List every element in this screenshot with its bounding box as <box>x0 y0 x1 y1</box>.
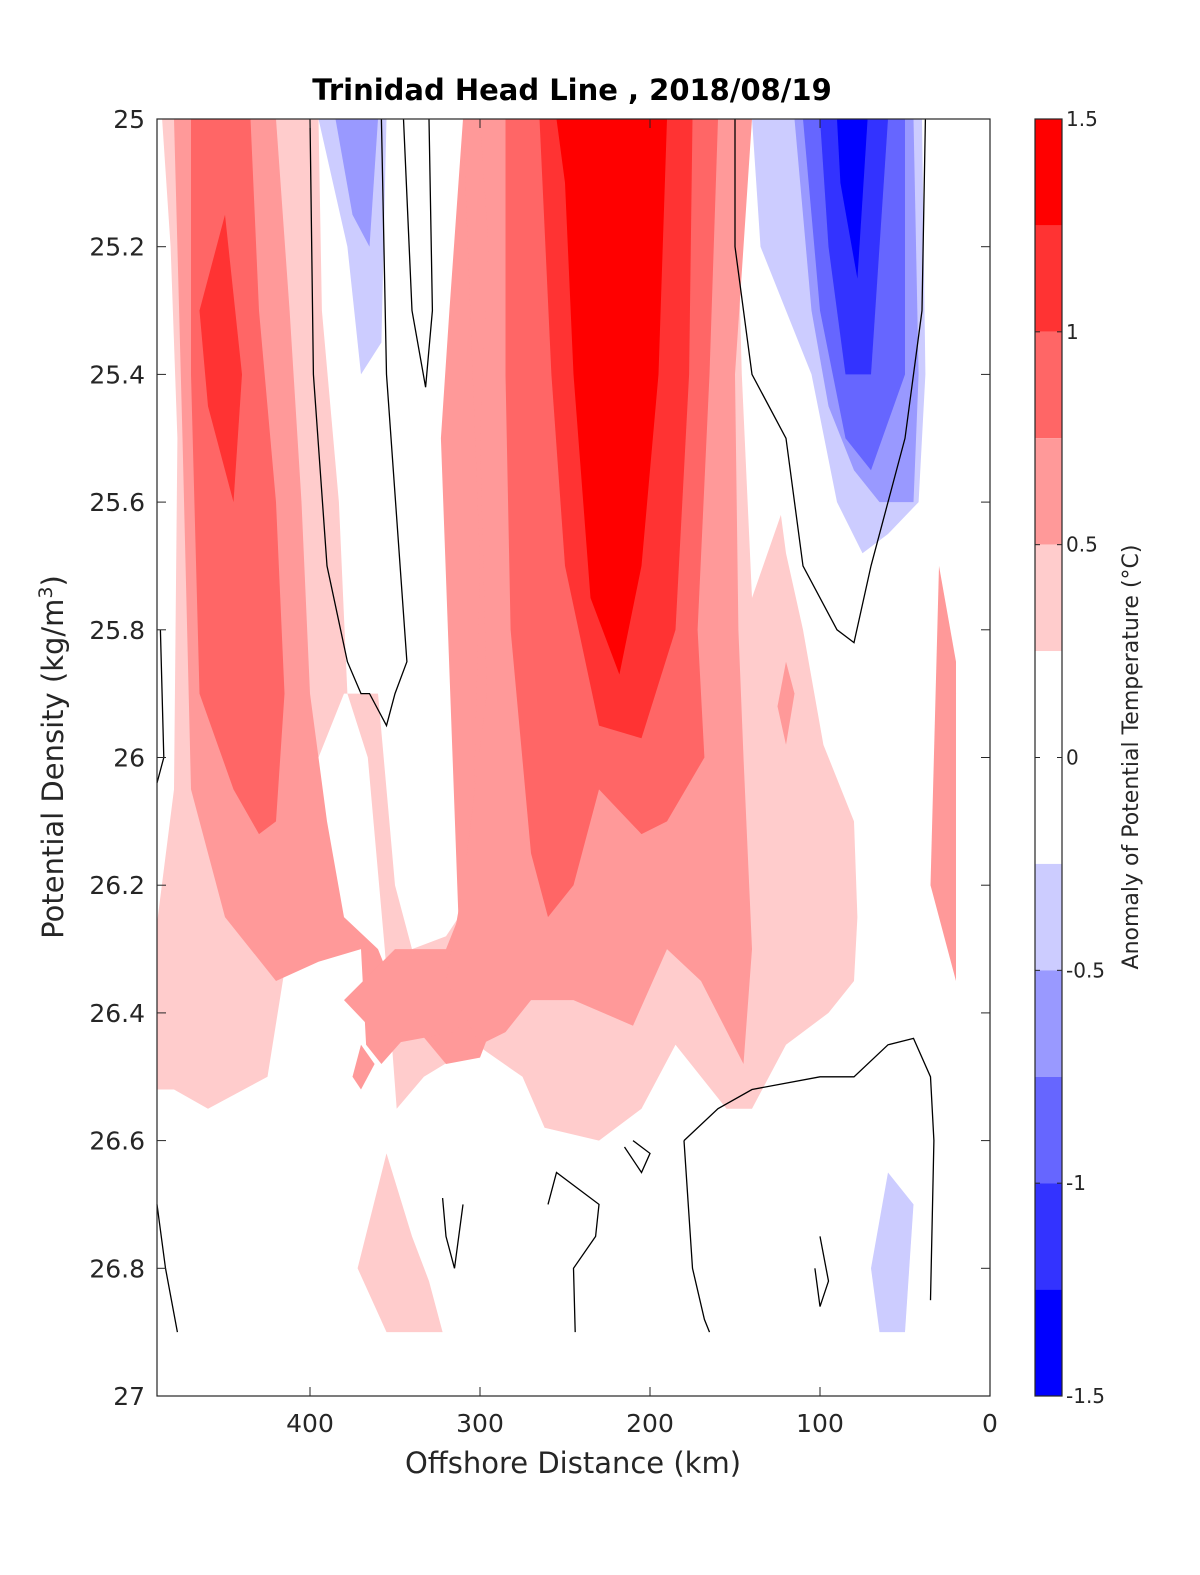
colorbar-level <box>1035 119 1062 226</box>
colorbar: 1.5 1 0.5 0 -0.5 -1 -1.5 Anomaly of Potential … <box>1034 107 1144 1408</box>
colorbar-ticks: 1.5 1 0.5 0 -0.5 -1 -1.5 <box>1035 107 1105 1408</box>
chart-title: Trinidad Head Line , 2018/08/19 <box>312 73 832 107</box>
y-axis-title-superscript: 3 <box>35 586 57 598</box>
x-tick-label: 100 <box>796 1409 844 1438</box>
y-tick-label: 26.6 <box>89 1127 145 1156</box>
contour-line-zero-contour-6 <box>683 1037 935 1301</box>
x-tick-label: 300 <box>456 1409 504 1438</box>
x-axis-ticks: 400 300 200 100 0 <box>286 119 998 1438</box>
contour-line-zero-contour-3 <box>734 118 927 644</box>
colorbar-tick-label: 0 <box>1066 746 1079 770</box>
colorbar-tick-label: 1 <box>1066 320 1079 344</box>
colorbar-level <box>1035 863 1062 971</box>
contour-line-zero-contour-1 <box>309 118 408 728</box>
x-tick-label: 400 <box>286 1409 334 1438</box>
colorbar-level <box>1035 331 1062 439</box>
anomaly-region-warm-1.0-west <box>199 214 242 503</box>
anomaly-regions <box>157 119 956 1333</box>
y-tick-label: 26.8 <box>89 1254 145 1283</box>
y-tick-label: 27 <box>113 1382 145 1411</box>
colorbar-level <box>1035 1076 1062 1184</box>
colorbar-tick-label: 1.5 <box>1066 107 1098 131</box>
zero-contours <box>156 118 935 1333</box>
colorbar-tick-label: -1 <box>1066 1171 1086 1195</box>
plot-area: 400 300 200 100 0 25 25.2 25.4 25.6 25.8 26 26.2 26… <box>89 105 998 1438</box>
y-tick-label: 25.8 <box>89 616 145 645</box>
y-axis-title: Potential Density (kg/m3) <box>35 575 70 939</box>
x-axis-title: Offshore Distance (km) <box>405 1446 741 1480</box>
contour-line-zero-contour-7 <box>683 1140 711 1333</box>
colorbar-title: Anomaly of Potential Temperature (°C) <box>1119 545 1144 970</box>
colorbar-tick-label: -1.5 <box>1066 1384 1105 1408</box>
colorbar-level <box>1035 438 1062 545</box>
y-tick-label: 25.4 <box>89 360 145 389</box>
anomaly-region-warm-coastal-light <box>930 565 956 981</box>
y-axis-title-main: Potential Density (kg/m <box>36 599 70 939</box>
contour-line-zero-contour-11 <box>814 1236 830 1307</box>
y-tick-label: 25.2 <box>89 233 145 262</box>
colorbar-level <box>1035 1183 1062 1290</box>
colorbar-level <box>1035 1289 1062 1396</box>
y-tick-label: 25 <box>113 105 145 134</box>
y-tick-label: 26.2 <box>89 871 145 900</box>
x-tick-label: 0 <box>982 1409 998 1438</box>
colorbar-level <box>1035 225 1062 332</box>
y-axis-title-close: ) <box>36 575 70 586</box>
contour-line-zero-contour-10 <box>623 1140 651 1174</box>
y-tick-label: 25.6 <box>89 488 145 517</box>
y-tick-label: 26.4 <box>89 999 145 1028</box>
colorbar-tick-label: 0.5 <box>1066 533 1098 557</box>
colorbar-tick-label: -0.5 <box>1066 958 1105 982</box>
colorbar-level <box>1035 970 1062 1077</box>
anomaly-region-warm-1.25-core <box>556 119 667 675</box>
anomaly-region-warm-nearshore-patch <box>777 661 795 745</box>
y-axis-ticks: 25 25.2 25.4 25.6 25.8 26 26.2 26.4 26.6 26.8 27 <box>89 105 990 1411</box>
anomaly-region-warm-mid-patch <box>352 1044 375 1090</box>
contour-line-zero-contour-9 <box>547 1171 600 1333</box>
anomaly-region-cold-west-core <box>335 119 378 247</box>
anomaly-region-cold-1.25-north <box>837 119 868 279</box>
contour-line-zero-contour-2 <box>402 118 434 388</box>
anomaly-region-cold-deep-patch <box>871 1172 914 1333</box>
y-tick-label: 26 <box>113 744 145 773</box>
anomaly-region-warm-deep-patch <box>357 1153 443 1333</box>
contour-line-zero-contour-8 <box>441 1198 464 1269</box>
colorbar-level <box>1035 544 1062 652</box>
x-tick-label: 200 <box>626 1409 674 1438</box>
